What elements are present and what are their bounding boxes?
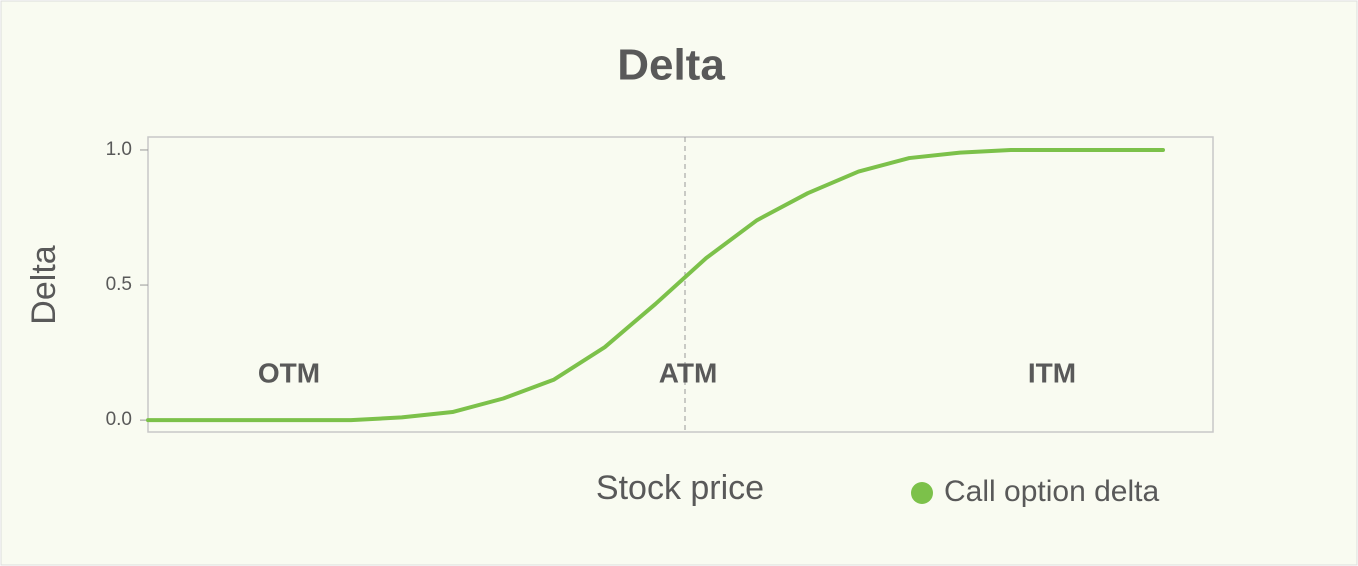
y-tick-label: 0.5 xyxy=(106,274,132,295)
legend-marker xyxy=(911,482,933,504)
annotation: ATM xyxy=(659,357,718,388)
x-axis-label: Stock price xyxy=(596,469,764,507)
annotation: OTM xyxy=(258,357,320,388)
legend-label: Call option delta xyxy=(944,475,1159,508)
chart-title: Delta xyxy=(617,41,725,90)
annotation: ITM xyxy=(1028,357,1076,388)
data-line xyxy=(146,147,1165,423)
y-tick-label: 1.0 xyxy=(106,139,132,160)
plot-frame xyxy=(147,136,1214,433)
y-tick-label: 0.0 xyxy=(106,409,132,430)
y-axis-label: Delta xyxy=(25,245,63,324)
